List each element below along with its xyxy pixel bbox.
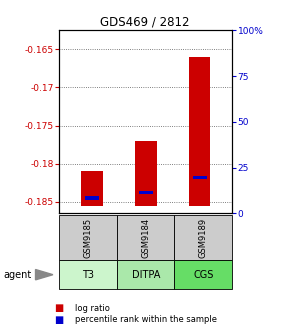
Bar bbox=[193, 176, 207, 179]
Bar bbox=[139, 191, 153, 194]
Bar bbox=[85, 196, 99, 200]
Text: GSM9189: GSM9189 bbox=[199, 218, 208, 258]
Text: percentile rank within the sample: percentile rank within the sample bbox=[75, 316, 218, 324]
Bar bbox=[81, 171, 103, 206]
Text: GSM9185: GSM9185 bbox=[84, 218, 93, 258]
Text: agent: agent bbox=[3, 270, 31, 280]
Text: GSM9184: GSM9184 bbox=[141, 218, 150, 258]
Text: GDS469 / 2812: GDS469 / 2812 bbox=[100, 15, 190, 28]
Text: log ratio: log ratio bbox=[75, 304, 110, 313]
Bar bbox=[189, 57, 211, 206]
Text: T3: T3 bbox=[82, 270, 94, 280]
Text: ■: ■ bbox=[54, 303, 63, 313]
Polygon shape bbox=[35, 269, 53, 280]
Text: ■: ■ bbox=[54, 315, 63, 325]
Bar bbox=[135, 141, 157, 206]
Text: CGS: CGS bbox=[193, 270, 213, 280]
Text: DITPA: DITPA bbox=[132, 270, 160, 280]
